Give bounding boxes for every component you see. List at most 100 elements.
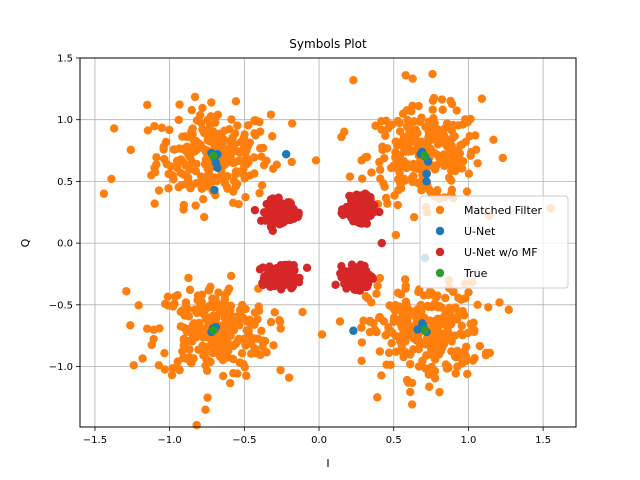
matched-filter-point — [448, 133, 457, 143]
matched-filter-point — [126, 145, 135, 155]
legend-label-u-net: U-Net — [464, 225, 496, 238]
matched-filter-point — [220, 295, 230, 304]
matched-filter-point — [184, 150, 193, 160]
matched-filter-point — [226, 138, 236, 148]
matched-filter-point — [433, 140, 443, 149]
matched-filter-point — [470, 353, 479, 363]
matched-filter-point — [150, 168, 160, 177]
matched-filter-point — [258, 342, 267, 352]
matched-filter-point — [207, 98, 216, 107]
matched-filter-point — [398, 109, 408, 118]
matched-filter-point — [160, 348, 169, 358]
matched-filter-point — [381, 131, 390, 140]
matched-filter-point — [99, 189, 109, 198]
matched-filter-point — [387, 339, 396, 348]
matched-filter-point — [157, 123, 167, 133]
matched-filter-point — [437, 134, 447, 143]
matched-filter-point — [498, 153, 507, 163]
matched-filter-point — [243, 142, 253, 151]
matched-filter-point — [424, 184, 433, 193]
matched-filter-point — [373, 281, 382, 290]
matched-filter-point — [227, 115, 236, 124]
matched-filter-point — [335, 317, 345, 326]
matched-filter-point — [453, 362, 462, 371]
matched-filter-point — [187, 105, 196, 115]
matched-filter-point — [430, 366, 440, 376]
u-net-w-o-mf-point — [268, 277, 277, 286]
matched-filter-point — [170, 145, 179, 154]
matched-filter-point — [391, 230, 401, 240]
matched-filter-point — [457, 164, 467, 173]
matched-filter-point — [237, 300, 247, 310]
matched-filter-point — [174, 364, 183, 374]
matched-filter-point — [377, 125, 386, 134]
matched-filter-point — [224, 284, 234, 293]
matched-filter-point — [254, 302, 263, 311]
u-net-w-o-mf-point — [362, 205, 371, 215]
matched-filter-point — [391, 300, 400, 310]
matched-filter-point — [442, 364, 451, 373]
legend-label-matched-filter: Matched Filter — [464, 204, 543, 217]
matched-filter-point — [377, 371, 386, 380]
matched-filter-point — [403, 315, 412, 325]
matched-filter-point — [428, 105, 437, 114]
chart-title: Symbols Plot — [289, 37, 367, 51]
matched-filter-point — [415, 337, 424, 346]
matched-filter-point — [475, 341, 485, 351]
matched-filter-point — [399, 352, 408, 362]
matched-filter-point — [400, 147, 410, 156]
matched-filter-point — [190, 92, 200, 102]
matched-filter-point — [504, 305, 513, 314]
matched-filter-point — [198, 103, 207, 113]
matched-filter-point — [406, 359, 415, 369]
matched-filter-point — [367, 298, 376, 307]
matched-filter-point — [229, 341, 238, 351]
matched-filter-point — [460, 311, 469, 320]
matched-filter-point — [405, 306, 414, 315]
matched-filter-point — [403, 160, 413, 169]
matched-filter-point — [143, 324, 152, 333]
y-tick-label: −1.0 — [49, 362, 73, 373]
matched-filter-point — [152, 160, 161, 169]
matched-filter-point — [256, 144, 265, 153]
matched-filter-point — [457, 321, 467, 331]
matched-filter-point — [398, 308, 407, 317]
matched-filter-point — [437, 95, 447, 104]
matched-filter-point — [471, 145, 481, 154]
matched-filter-point — [357, 156, 366, 165]
u-net-w-o-mf-point — [250, 205, 260, 215]
matched-filter-point — [143, 126, 153, 135]
matched-filter-point — [191, 167, 201, 176]
matched-filter-point — [357, 323, 366, 332]
matched-filter-point — [380, 182, 389, 191]
matched-filter-point — [243, 121, 253, 130]
matched-filter-point — [432, 342, 441, 351]
matched-filter-point — [469, 318, 478, 327]
matched-filter-point — [184, 273, 193, 283]
matched-filter-point — [183, 173, 193, 182]
matched-filter-point — [241, 192, 250, 202]
x-tick-label: 0.5 — [386, 435, 402, 446]
matched-filter-point — [192, 159, 201, 169]
matched-filter-point — [451, 166, 460, 176]
matched-filter-point — [373, 393, 382, 402]
matched-filter-point — [276, 324, 285, 333]
matched-filter-point — [464, 169, 474, 178]
u-net-w-o-mf-point — [282, 206, 292, 215]
u-net-w-o-mf-point — [279, 278, 288, 288]
matched-filter-point — [396, 337, 405, 346]
matched-filter-point — [428, 69, 437, 79]
u-net-w-o-mf-point — [275, 208, 285, 217]
matched-filter-point — [201, 405, 210, 414]
matched-filter-point — [441, 293, 450, 303]
true-point — [209, 151, 218, 161]
matched-filter-point — [188, 124, 197, 133]
matched-filter-point — [229, 187, 238, 196]
matched-filter-point — [239, 156, 249, 166]
matched-filter-point — [272, 160, 281, 169]
matched-filter-point — [275, 317, 285, 326]
matched-filter-point — [165, 125, 174, 135]
matched-filter-point — [394, 155, 403, 164]
matched-filter-point — [375, 157, 384, 167]
matched-filter-point — [198, 327, 208, 336]
